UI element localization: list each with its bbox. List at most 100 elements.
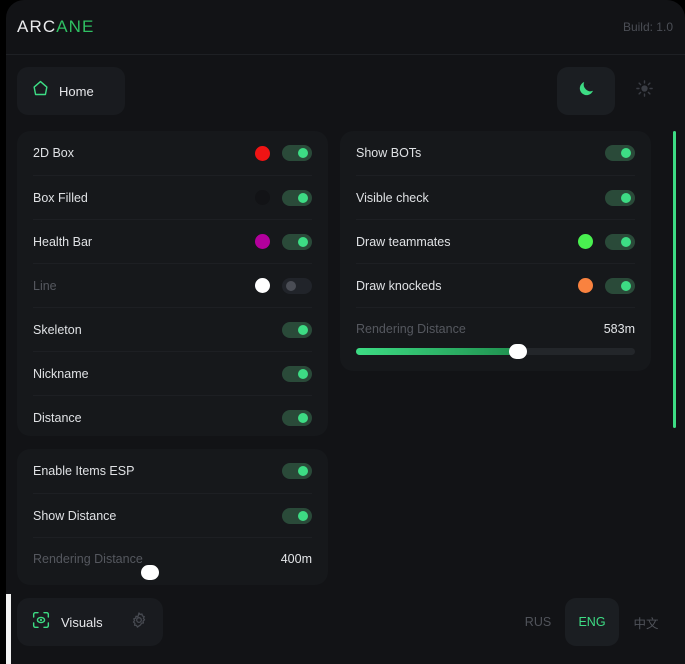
- setting-label: Show BOTs: [356, 146, 422, 160]
- toggle-knob: [298, 192, 308, 203]
- home-pentagon-icon: [31, 79, 50, 103]
- sun-icon: [635, 79, 654, 103]
- language-option-eng[interactable]: ENG: [565, 598, 619, 646]
- slider-fill: [356, 348, 518, 355]
- card-items-esp: Enable Items ESP Show Distance Rendering…: [17, 449, 328, 585]
- slider-header: Rendering Distance 583m: [356, 322, 635, 336]
- app-window: ARCANE Build: 1.0 Home: [6, 0, 685, 664]
- language-option-zh[interactable]: 中文: [633, 616, 659, 631]
- card-enemy-esp: Show BOTs Visible check Draw teammates D…: [340, 131, 651, 371]
- setting-label: Nickname: [33, 366, 89, 381]
- toggle-knob: [621, 236, 631, 247]
- tab-row: Home: [6, 55, 685, 119]
- setting-label: Draw knockeds: [356, 278, 442, 293]
- color-swatch-box-filled[interactable]: [255, 190, 270, 205]
- slider-label: Rendering Distance: [33, 552, 143, 566]
- slider-handle[interactable]: [508, 344, 527, 359]
- toggle-knob: [621, 148, 631, 158]
- toggle-knob: [298, 324, 308, 335]
- settings-content: 2D Box Box Filled Health Bar Line Sk: [6, 119, 685, 585]
- toggle-box-filled[interactable]: [282, 189, 312, 206]
- slider-value: 400m: [280, 552, 312, 566]
- slider-handle[interactable]: [141, 565, 160, 580]
- setting-label: Box Filled: [33, 190, 88, 205]
- theme-dark-button[interactable]: [557, 67, 615, 115]
- setting-row-visible-check[interactable]: Visible check: [356, 175, 635, 219]
- setting-label: Health Bar: [33, 234, 93, 249]
- setting-row-distance[interactable]: Distance: [33, 395, 312, 439]
- logo-text-primary: ARC: [17, 17, 57, 36]
- build-version-label: Build: 1.0: [622, 20, 673, 34]
- color-swatch-health-bar[interactable]: [255, 234, 270, 249]
- toggle-show-bots[interactable]: [605, 145, 635, 161]
- nav-settings-button[interactable]: [119, 598, 159, 646]
- language-option-rus[interactable]: RUS: [524, 615, 552, 629]
- setting-row-draw-teammates[interactable]: Draw teammates: [356, 219, 635, 263]
- slider-label: Rendering Distance: [356, 322, 466, 336]
- setting-label: Skeleton: [33, 322, 82, 337]
- nav-visuals-button[interactable]: Visuals: [17, 598, 119, 646]
- setting-row-health-bar[interactable]: Health Bar: [33, 219, 312, 263]
- setting-label: Enable Items ESP: [33, 464, 135, 478]
- color-swatch-draw-teammates[interactable]: [578, 234, 593, 249]
- theme-toggle-group: [557, 67, 673, 115]
- tab-home-label: Home: [59, 83, 94, 99]
- setting-row-box-filled[interactable]: Box Filled: [33, 175, 312, 219]
- slider-header: Rendering Distance 400m: [33, 552, 312, 566]
- toggle-visible-check[interactable]: [605, 189, 635, 206]
- setting-row-2d-box[interactable]: 2D Box: [33, 131, 312, 175]
- title-bar: ARCANE Build: 1.0: [6, 0, 685, 55]
- slider-items-rendering-distance[interactable]: [33, 565, 312, 585]
- theme-light-button[interactable]: [615, 67, 673, 115]
- setting-row-skeleton[interactable]: Skeleton: [33, 307, 312, 351]
- toggle-knob: [298, 368, 308, 379]
- eye-scan-icon: [31, 610, 51, 635]
- setting-label: Line: [33, 278, 57, 293]
- tab-home[interactable]: Home: [17, 67, 125, 115]
- setting-label: 2D Box: [33, 146, 74, 160]
- toggle-draw-teammates[interactable]: [605, 233, 635, 250]
- toggle-2d-box[interactable]: [282, 145, 312, 161]
- toggle-knob: [298, 236, 308, 247]
- setting-label: Visible check: [356, 190, 429, 205]
- left-edge-indicator: [6, 594, 11, 664]
- toggle-nickname[interactable]: [282, 365, 312, 382]
- setting-row-nickname[interactable]: Nickname: [33, 351, 312, 395]
- setting-row-line[interactable]: Line: [33, 263, 312, 307]
- setting-row-enable-items-esp[interactable]: Enable Items ESP: [33, 449, 312, 493]
- toggle-knob: [621, 192, 631, 203]
- toggle-knob: [298, 148, 308, 158]
- toggle-distance[interactable]: [282, 409, 312, 426]
- setting-row-items-rendering-distance: Rendering Distance 400m: [33, 537, 312, 583]
- color-swatch-draw-knockeds[interactable]: [578, 278, 593, 293]
- setting-label: Distance: [33, 410, 82, 425]
- slider-value: 583m: [603, 322, 635, 336]
- setting-row-enemy-rendering-distance: Rendering Distance 583m: [356, 307, 635, 359]
- color-swatch-line[interactable]: [255, 278, 270, 293]
- toggle-knob: [286, 280, 296, 291]
- toggle-health-bar[interactable]: [282, 233, 312, 250]
- card-player-esp: 2D Box Box Filled Health Bar Line Sk: [17, 131, 328, 436]
- moon-icon: [577, 79, 596, 103]
- setting-row-show-distance[interactable]: Show Distance: [33, 493, 312, 537]
- color-swatch-2d-box[interactable]: [255, 145, 270, 161]
- bottom-bar: Visuals RUS ENG 中文: [6, 585, 685, 664]
- nav-visuals-label: Visuals: [61, 614, 103, 630]
- bottom-nav-group: Visuals: [17, 598, 163, 646]
- setting-label: Draw teammates: [356, 234, 451, 249]
- toggle-line[interactable]: [282, 277, 312, 294]
- language-selector: RUS ENG 中文: [511, 598, 673, 646]
- toggle-enable-items-esp[interactable]: [282, 463, 312, 479]
- toggle-draw-knockeds[interactable]: [605, 277, 635, 294]
- setting-row-show-bots[interactable]: Show BOTs: [356, 131, 635, 175]
- app-logo: ARCANE: [17, 17, 94, 37]
- setting-row-draw-knockeds[interactable]: Draw knockeds: [356, 263, 635, 307]
- toggle-skeleton[interactable]: [282, 321, 312, 338]
- slider-enemy-rendering-distance[interactable]: [356, 344, 635, 359]
- toggle-knob: [298, 412, 308, 423]
- vertical-scrollbar[interactable]: [673, 131, 676, 428]
- toggle-show-distance[interactable]: [282, 507, 312, 524]
- toggle-knob: [298, 466, 308, 476]
- toggle-knob: [621, 280, 631, 291]
- setting-label: Show Distance: [33, 508, 117, 523]
